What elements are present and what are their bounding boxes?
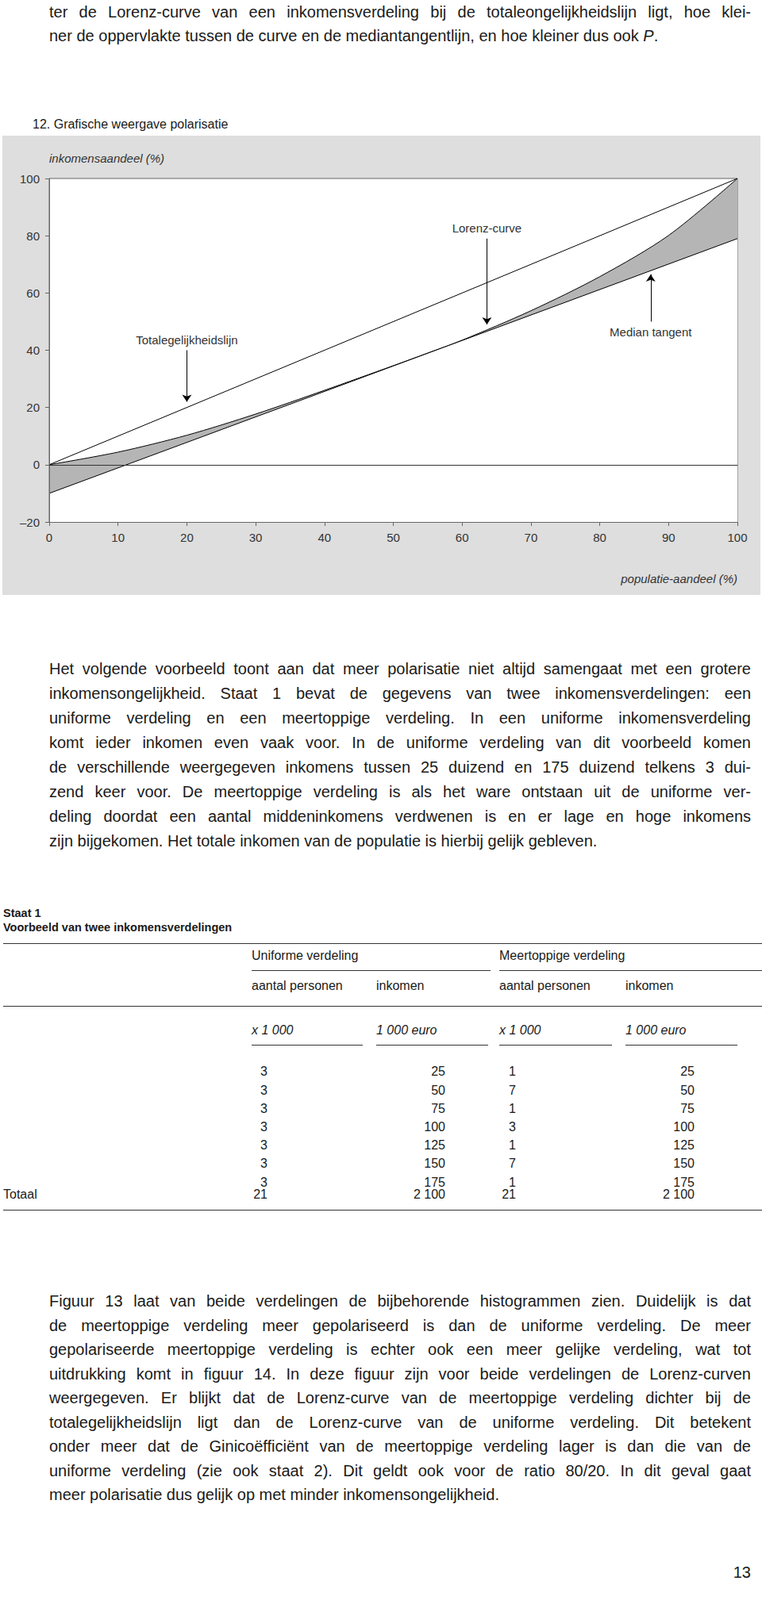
svg-text:90: 90 — [661, 531, 676, 545]
html-text:Totaal: Totaal — [3, 1188, 38, 1203]
html-text:25: 25 — [431, 1065, 446, 1080]
html-text:de meertoppige verdeling meer: de meertoppige verdeling meer gepolarise… — [49, 1317, 751, 1335]
html-text:2 100: 2 100 — [662, 1188, 695, 1203]
svg-text:100: 100 — [727, 531, 747, 545]
html-text:13: 13 — [733, 1564, 751, 1582]
html-text:x 1 000: x 1 000 — [499, 1024, 541, 1038]
html-text:inkomen: inkomen — [625, 979, 674, 994]
html-text:uniforme verdeling (zie ook st: uniforme verdeling (zie ook staat 2). Di… — [49, 1462, 751, 1480]
svg-text:80: 80 — [592, 531, 607, 545]
html-text:150: 150 — [673, 1157, 695, 1172]
html-text:meer polarisatie dus gelijk op: meer polarisatie dus gelijk op met minde… — [49, 1486, 500, 1505]
html-text:3: 3 — [260, 1176, 268, 1190]
html-text:inkomen: inkomen — [376, 979, 425, 994]
html-text:1: 1 — [508, 1065, 516, 1080]
html-text:1: 1 — [508, 1102, 516, 1116]
html-text:1: 1 — [508, 1139, 516, 1153]
html-text:aantal personen: aantal personen — [499, 979, 591, 994]
svg-text:Median tangent: Median tangent — [609, 325, 693, 339]
html-text:x 1 000: x 1 000 — [251, 1024, 294, 1038]
html-text:150: 150 — [424, 1157, 446, 1172]
html-text:50: 50 — [431, 1083, 446, 1098]
svg-text:70: 70 — [524, 531, 539, 545]
html-text:inkomensongelijkheid. Staat 1: inkomensongelijkheid. Staat 1 bevat de g… — [49, 685, 751, 703]
svg-text:inkomensaandeel (%): inkomensaandeel (%) — [49, 151, 165, 166]
html-text:75: 75 — [431, 1102, 446, 1116]
svg-text:Totalegelijkheidslijn: Totalegelijkheidslijn — [135, 333, 238, 347]
svg-text:20: 20 — [26, 400, 40, 415]
html-text:21: 21 — [253, 1188, 268, 1203]
svg-text:populatie-aandeel (%): populatie-aandeel (%) — [619, 572, 738, 586]
html-text:komt ieder inkomen even vaak v: komt ieder inkomen even vaak voor. In de… — [49, 734, 751, 752]
svg-text:60: 60 — [26, 286, 40, 301]
html-text:ner de oppervlakte tussen de c: ner de oppervlakte tussen de curve en de… — [49, 26, 659, 45]
html-text:175: 175 — [673, 1176, 695, 1190]
svg-text:10: 10 — [111, 531, 125, 545]
html-text:uniforme verdeling en een meer: uniforme verdeling en een meertoppige ve… — [49, 709, 751, 728]
html-text:Het volgende voorbeeld toont a: Het volgende voorbeeld toont aan dat mee… — [49, 660, 751, 678]
html-text:Staat 1: Staat 1 — [3, 907, 41, 921]
html-text:zijn bijgekomen. Het totale in: zijn bijgekomen. Het totale inkomen van … — [49, 832, 598, 851]
html-text:2 100: 2 100 — [413, 1188, 446, 1203]
html-text:3: 3 — [260, 1102, 268, 1116]
svg-text:80: 80 — [26, 229, 40, 243]
svg-text:40: 40 — [26, 343, 40, 358]
svg-text:0: 0 — [46, 531, 53, 545]
html-text:Voorbeeld van twee inkomensver: Voorbeeld van twee inkomensverdelingen — [3, 921, 232, 935]
svg-text:Lorenz-curve: Lorenz-curve — [452, 221, 523, 235]
html-text:75: 75 — [680, 1102, 695, 1116]
svg-text:–20: –20 — [19, 515, 40, 530]
html-text:12. Grafische weergave polaris: 12. Grafische weergave polarisatie — [32, 117, 229, 132]
html-text:21: 21 — [501, 1188, 516, 1203]
svg-text:0: 0 — [33, 457, 40, 472]
html-text:3: 3 — [260, 1139, 268, 1153]
html-text:7: 7 — [508, 1083, 516, 1098]
html-text:totalegelijkheidslijn ligt dan: totalegelijkheidslijn ligt dan de Lorenz… — [49, 1414, 751, 1432]
html-text:1 000 euro: 1 000 euro — [376, 1024, 437, 1038]
svg-text:40: 40 — [317, 531, 331, 545]
html-text:3: 3 — [508, 1120, 516, 1135]
html-text:onder meer dat de Ginicoëffici: onder meer dat de Ginicoëfficiënt van de… — [49, 1438, 751, 1456]
svg-text:60: 60 — [455, 531, 470, 545]
html-text:125: 125 — [424, 1139, 446, 1153]
html-text:aantal personen: aantal personen — [251, 979, 343, 994]
html-text:50: 50 — [680, 1083, 695, 1098]
svg-text:20: 20 — [180, 531, 194, 545]
svg-text:30: 30 — [249, 531, 263, 545]
html-text:Meertoppige verdeling: Meertoppige verdeling — [499, 949, 625, 964]
html-text:ter de Lorenz-curve van een in: ter de Lorenz-curve van een inkomensverd… — [49, 3, 751, 21]
html-text:1: 1 — [508, 1176, 516, 1190]
html-text:100: 100 — [424, 1120, 446, 1135]
html-text:1 000 euro: 1 000 euro — [625, 1024, 687, 1038]
html-text:Uniforme verdeling: Uniforme verdeling — [251, 949, 359, 964]
html-text:zend keer voor. De meertoppige: zend keer voor. De meertoppige verdeling… — [49, 783, 751, 801]
html-text:3: 3 — [260, 1083, 268, 1098]
html-text:weergegeven. Er blijkt dat de: weergegeven. Er blijkt dat de Lorenz-cur… — [49, 1389, 751, 1408]
html-text:Figuur 13 laat van beide verde: Figuur 13 laat van beide verdelingen de … — [49, 1293, 751, 1311]
html-text:175: 175 — [424, 1176, 446, 1190]
svg-text:100: 100 — [19, 172, 40, 186]
html-text:de verschillende weergegeven i: de verschillende weergegeven inkomens tu… — [49, 758, 751, 777]
html-text:25: 25 — [680, 1065, 695, 1080]
html-text:100: 100 — [673, 1120, 695, 1135]
html-text:uitdrukking komt in figuur 14.: uitdrukking komt in figuur 14. In deze f… — [49, 1365, 751, 1384]
html-text:3: 3 — [260, 1157, 268, 1172]
html-text:125: 125 — [673, 1139, 695, 1153]
html-text:deling doordat een aantal midd: deling doordat een aantal middeninkomens… — [49, 808, 751, 826]
html-text:gepolariseerde meertoppige ver: gepolariseerde meertoppige verdeling is … — [49, 1341, 751, 1359]
svg-text:50: 50 — [386, 531, 401, 545]
html-text:3: 3 — [260, 1120, 268, 1135]
html-text:7: 7 — [508, 1157, 516, 1172]
html-text:3: 3 — [260, 1065, 268, 1080]
